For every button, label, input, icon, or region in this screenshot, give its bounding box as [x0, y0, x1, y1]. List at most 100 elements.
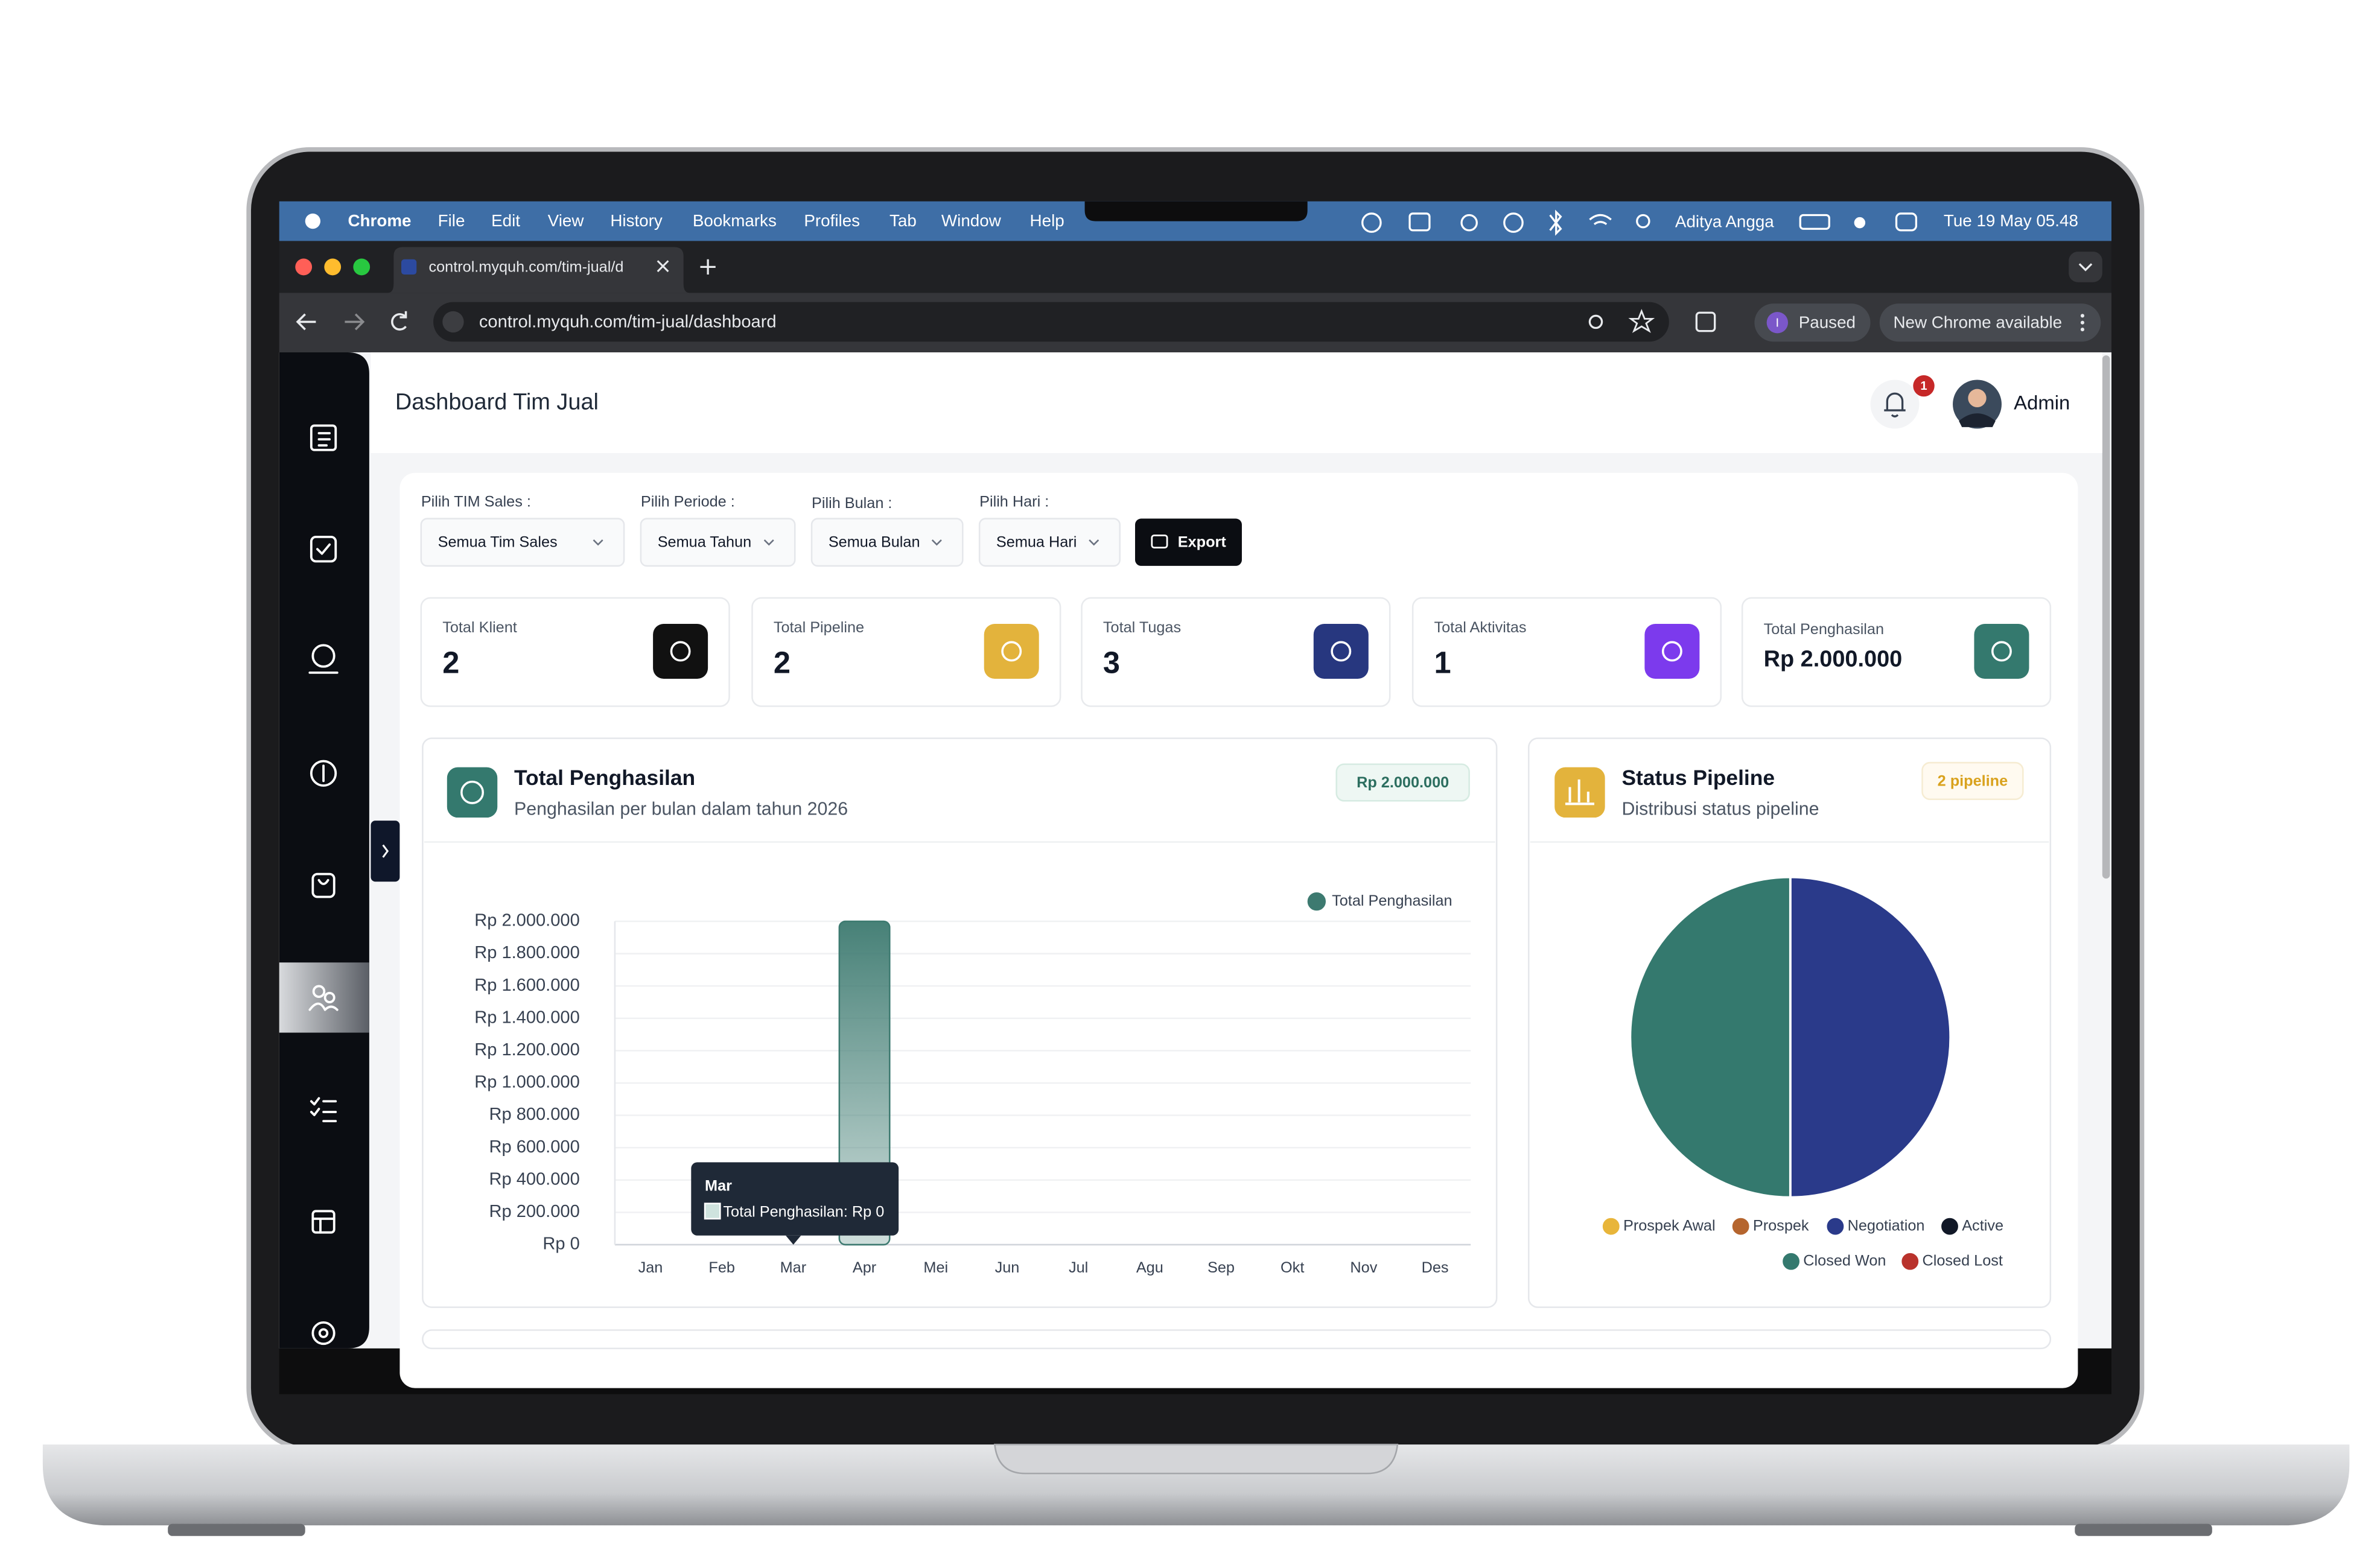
nav-tasks[interactable]	[310, 1097, 337, 1123]
tab-title[interactable]: control.myquh.com/tim-jual/d	[428, 258, 623, 275]
legend-swatch	[1601, 1216, 1621, 1237]
status-icon[interactable]	[1799, 214, 1830, 230]
y-tick-label: Rp 1.400.000	[474, 1008, 580, 1027]
y-tick-label: Rp 400.000	[489, 1169, 579, 1189]
nav-revenue[interactable]	[308, 644, 339, 674]
legend-label[interactable]: Total Penghasilan	[1332, 892, 1452, 909]
y-tick-label: Rp 800.000	[489, 1105, 579, 1124]
address-bar[interactable]	[433, 302, 1669, 342]
stat-icon-glyph	[1661, 641, 1682, 662]
bookmark-star[interactable]	[1628, 308, 1655, 333]
filter-select[interactable]	[978, 518, 1121, 567]
menu-datetime[interactable]: Tue 19 May 05.48	[1944, 211, 2078, 230]
legend-swatch	[1900, 1251, 1920, 1272]
nav-reports[interactable]	[310, 535, 337, 563]
status-icon[interactable]	[1408, 212, 1431, 232]
legend-label[interactable]: Prospek	[1753, 1217, 1809, 1234]
profile-chip[interactable]	[1754, 303, 1871, 342]
menu-item[interactable]: Tab	[889, 211, 917, 230]
menu-app[interactable]: Chrome	[348, 211, 411, 230]
menu-item[interactable]: Bookmarks	[693, 211, 777, 230]
window-minimize[interactable]	[324, 258, 342, 276]
extensions[interactable]	[1695, 311, 1716, 332]
status-icon[interactable]	[1361, 212, 1382, 233]
legend-swatch	[1306, 891, 1328, 912]
x-tick-label: Sep	[1208, 1259, 1235, 1276]
stat-icon	[984, 623, 1039, 679]
nav-team[interactable]	[308, 985, 339, 1011]
tab-search[interactable]	[2069, 252, 2102, 282]
legend-label[interactable]: Prospek Awal	[1623, 1217, 1716, 1234]
status-icon[interactable]	[1549, 209, 1562, 236]
menu-item[interactable]: Window	[941, 211, 1002, 230]
menu-item[interactable]: View	[548, 211, 585, 230]
update-chip[interactable]	[1879, 303, 2101, 342]
menu-item[interactable]: File	[438, 211, 465, 230]
sidebar-toggle[interactable]	[371, 821, 400, 882]
filter-select[interactable]	[640, 518, 796, 567]
forward-button[interactable]	[345, 313, 365, 331]
panel-badge	[1921, 761, 2024, 800]
notification-button[interactable]	[1870, 380, 1920, 429]
password-icon[interactable]	[1588, 314, 1603, 329]
sidebar-toggle-icon	[382, 844, 389, 858]
status-icon[interactable]	[1589, 214, 1612, 225]
panel-subtitle: Penghasilan per bulan dalam tahun 2026	[514, 799, 848, 819]
filter-select[interactable]	[810, 518, 964, 567]
menu-item[interactable]: Help	[1030, 211, 1064, 230]
tab-search-icon	[2078, 263, 2093, 272]
status-icon[interactable]	[1854, 217, 1866, 229]
x-tick-label: Mei	[923, 1259, 948, 1276]
export-label[interactable]: Export	[1178, 534, 1227, 551]
apple-logo[interactable]	[305, 213, 320, 229]
legend-label[interactable]: Negotiation	[1848, 1217, 1925, 1234]
menu-item[interactable]: Edit	[491, 211, 520, 230]
nav-table[interactable]	[311, 1210, 336, 1234]
status-icon[interactable]	[1503, 212, 1524, 233]
y-tick-label: Rp 200.000	[489, 1202, 579, 1221]
header	[371, 352, 2102, 453]
legend-label[interactable]: Closed Lost	[1922, 1252, 2002, 1269]
status-icon[interactable]	[1636, 214, 1650, 229]
reload-button[interactable]	[391, 311, 407, 331]
menu-item[interactable]: History	[610, 211, 663, 230]
panel-title: Total Penghasilan	[514, 766, 695, 790]
scrollbar[interactable]	[2102, 355, 2110, 879]
stat-icon-glyph	[1991, 641, 2012, 662]
dot	[2080, 314, 2084, 318]
x-tick-label: Feb	[708, 1259, 735, 1276]
menu-user[interactable]: Aditya Angga	[1675, 212, 1774, 230]
menu-item[interactable]: Profiles	[804, 211, 860, 230]
profile-avatar	[1766, 311, 1789, 334]
nav-orders[interactable]	[311, 872, 336, 898]
filter-value: Semua Tim Sales	[438, 534, 558, 551]
active-tab[interactable]	[387, 247, 690, 293]
tab-close[interactable]	[657, 260, 669, 273]
back-button[interactable]	[296, 313, 316, 331]
new-tab[interactable]	[700, 259, 716, 275]
status-icon[interactable]	[1460, 214, 1478, 232]
legend-label[interactable]: Active	[1962, 1217, 2003, 1234]
filter-caret	[1089, 539, 1099, 546]
stat-icon	[1644, 623, 1700, 679]
url[interactable]: control.myquh.com/tim-jual/dashboard	[479, 312, 777, 331]
pie-slice[interactable]	[1789, 875, 1952, 1199]
menu-dots[interactable]	[2080, 314, 2084, 332]
site-info[interactable]	[442, 311, 464, 333]
y-tick-label: Rp 1.200.000	[474, 1040, 580, 1059]
user-name[interactable]: Admin	[2014, 392, 2070, 414]
export-button[interactable]	[1134, 518, 1242, 566]
nav-payments[interactable]	[310, 760, 337, 787]
nav-settings[interactable]	[311, 1321, 336, 1345]
pie-slice[interactable]	[1629, 875, 1792, 1199]
x-tick-label: Mar	[780, 1259, 807, 1276]
window-zoom[interactable]	[353, 258, 371, 276]
filter-select[interactable]	[420, 518, 625, 567]
filter-caret	[593, 539, 603, 546]
revenue-icon	[447, 767, 498, 818]
status-icon[interactable]	[1895, 212, 1918, 232]
nav-dashboard[interactable]	[310, 424, 337, 451]
legend-label[interactable]: Closed Won	[1803, 1252, 1886, 1269]
window-close[interactable]	[295, 258, 313, 276]
stat-label: Total Tugas	[1103, 619, 1181, 636]
